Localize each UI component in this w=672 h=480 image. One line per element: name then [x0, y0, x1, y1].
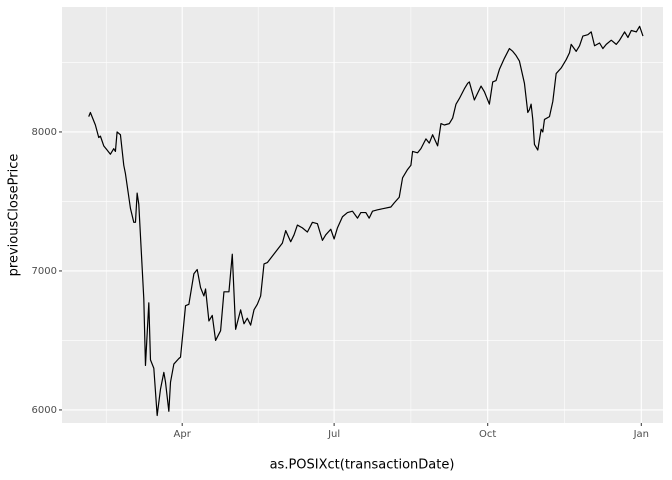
- x-tick-label: Oct: [479, 429, 496, 440]
- y-tick-label: 7000: [32, 266, 57, 277]
- x-tick-label: Jul: [327, 429, 340, 440]
- x-tick-label: Jan: [633, 429, 649, 440]
- y-tick-label: 8000: [32, 127, 57, 138]
- x-tick-label: Apr: [174, 429, 192, 440]
- y-axis-title: previousClosePrice: [7, 154, 22, 277]
- price-line: [88, 25, 644, 417]
- panel: [62, 7, 663, 423]
- y-tick-label: 6000: [32, 405, 57, 416]
- x-axis-title: as.POSIXct(transactionDate): [270, 458, 455, 473]
